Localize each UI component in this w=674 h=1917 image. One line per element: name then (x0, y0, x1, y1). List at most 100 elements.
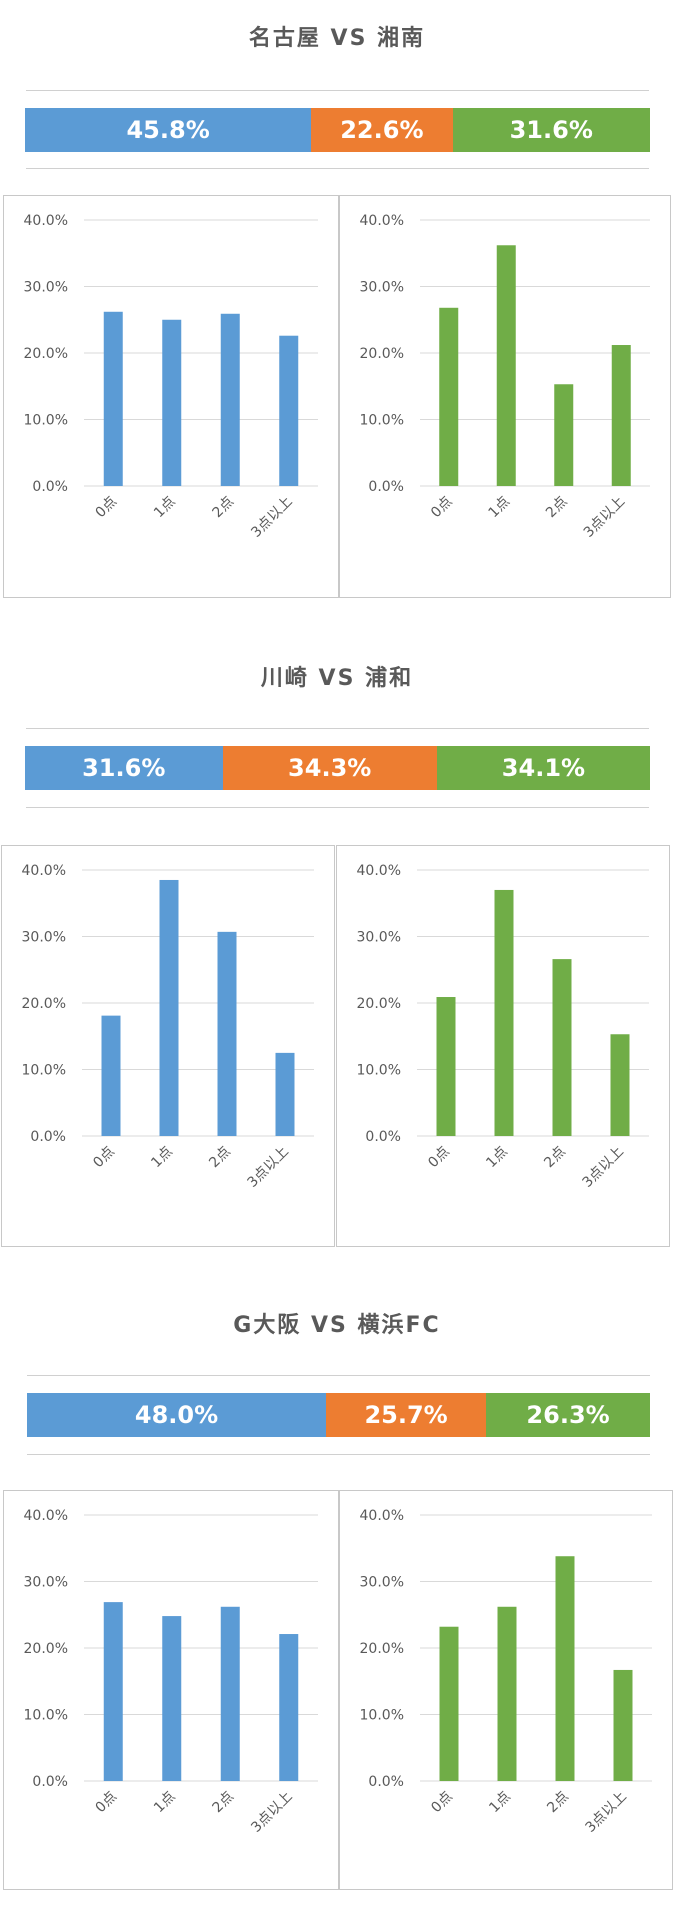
bar (220, 313, 240, 486)
result-probability-bar: 45.8% 22.6% 31.6% (25, 108, 650, 152)
y-tick-label: 30.0% (24, 1575, 68, 1591)
home-win-segment: 31.6% (25, 746, 223, 790)
match-title: 川崎 VS 浦和 (260, 666, 414, 691)
draw-segment: 22.6% (311, 108, 453, 152)
away-win-segment: 26.3% (486, 1393, 650, 1437)
y-tick-label: 20.0% (22, 996, 66, 1012)
bar-chart-svg: 0.0% 10.0% 20.0% 30.0% 40.0% 0点 1点 2点 3点以上 (360, 213, 650, 541)
bar-chart-svg: 0.0% 10.0% 20.0% 30.0% 40.0% 0点 1点 2点 3点以上 (22, 863, 314, 1191)
bar (554, 384, 574, 486)
bar (101, 1015, 121, 1136)
away-win-segment: 34.1% (436, 746, 650, 790)
x-category-label: 3点以上 (580, 1144, 627, 1191)
bar (103, 311, 123, 486)
bar (279, 1634, 299, 1781)
bar-chart-svg: 0.0% 10.0% 20.0% 30.0% 40.0% 0点 1点 2点 3点以上 (24, 213, 318, 541)
x-category-label: 1点 (486, 494, 514, 522)
x-category-label: 3点以上 (583, 1789, 630, 1836)
y-tick-label: 30.0% (360, 1575, 404, 1591)
away-goals-chart: 0.0% 10.0% 20.0% 30.0% 40.0% 0点 1点 2点 3点以上 (336, 845, 670, 1247)
match-section: 川崎 VS 浦和 31.6% 34.3% 34.1% 0.0% 10.0% 20.0… (0, 640, 674, 1270)
away-win-label: 31.6% (509, 116, 593, 144)
x-category-label: 0点 (93, 494, 121, 522)
bar-chart-svg: 0.0% 10.0% 20.0% 30.0% 40.0% 0点 1点 2点 3点以上 (24, 1508, 318, 1836)
home-win-segment: 48.0% (27, 1393, 327, 1437)
bar (613, 1669, 633, 1781)
divider (27, 1454, 650, 1455)
divider (26, 168, 649, 169)
match-title: 名古屋 VS 湘南 (248, 26, 426, 51)
y-tick-label: 0.0% (32, 479, 68, 495)
y-tick-label: 30.0% (357, 930, 401, 946)
bar (439, 307, 459, 486)
match-title: G大阪 VS 横浜FC (233, 1313, 441, 1338)
y-tick-label: 20.0% (360, 1641, 404, 1657)
y-tick-label: 30.0% (360, 280, 404, 296)
bar (279, 335, 299, 486)
x-category-label: 1点 (486, 1789, 514, 1817)
draw-segment: 25.7% (326, 1393, 487, 1437)
bar (610, 1034, 630, 1136)
result-probability-bar: 48.0% 25.7% 26.3% (27, 1393, 650, 1437)
draw-label: 22.6% (340, 116, 424, 144)
away-win-label: 34.1% (501, 754, 586, 782)
bar (496, 245, 516, 486)
away-win-segment: 31.6% (452, 108, 650, 152)
y-tick-label: 10.0% (360, 413, 404, 429)
y-tick-label: 40.0% (22, 863, 66, 879)
x-category-label: 2点 (544, 1789, 572, 1817)
y-tick-label: 40.0% (360, 213, 404, 229)
x-category-label: 1点 (151, 1789, 179, 1817)
divider (26, 728, 649, 729)
bar (555, 1556, 575, 1781)
bar (159, 879, 179, 1136)
y-tick-label: 20.0% (24, 1641, 68, 1657)
bar (103, 1602, 123, 1781)
x-category-label: 3点以上 (248, 494, 295, 541)
x-category-label: 0点 (425, 1144, 453, 1172)
x-category-label: 1点 (148, 1144, 176, 1172)
y-tick-label: 20.0% (357, 996, 401, 1012)
y-tick-label: 10.0% (24, 413, 68, 429)
y-tick-label: 0.0% (30, 1129, 66, 1145)
bar (439, 1626, 459, 1781)
x-category-label: 2点 (206, 1144, 234, 1172)
bar (497, 1606, 517, 1781)
y-tick-label: 30.0% (24, 280, 68, 296)
result-probability-bar: 31.6% 34.3% 34.1% (25, 746, 650, 790)
x-category-label: 0点 (428, 1789, 456, 1817)
divider (26, 90, 649, 91)
bar (436, 997, 456, 1136)
x-category-label: 2点 (210, 1789, 238, 1817)
home-win-label: 48.0% (134, 1401, 219, 1429)
bar (162, 1616, 182, 1781)
home-goals-chart: 0.0% 10.0% 20.0% 30.0% 40.0% 0点 1点 2点 3点以上 (3, 195, 339, 598)
x-category-label: 1点 (151, 494, 179, 522)
x-category-label: 1点 (483, 1144, 511, 1172)
y-tick-label: 40.0% (24, 213, 68, 229)
y-tick-label: 40.0% (357, 863, 401, 879)
home-win-label: 45.8% (126, 116, 210, 144)
bar (162, 319, 182, 486)
y-tick-label: 0.0% (365, 1129, 401, 1145)
draw-label: 34.3% (288, 754, 372, 782)
draw-segment: 34.3% (222, 746, 437, 790)
y-tick-label: 40.0% (24, 1508, 68, 1524)
x-category-label: 3点以上 (248, 1789, 295, 1836)
x-category-label: 3点以上 (581, 494, 628, 541)
home-goals-chart: 0.0% 10.0% 20.0% 30.0% 40.0% 0点 1点 2点 3点以上 (1, 845, 335, 1247)
x-category-label: 0点 (428, 494, 456, 522)
y-tick-label: 40.0% (360, 1508, 404, 1524)
away-goals-chart: 0.0% 10.0% 20.0% 30.0% 40.0% 0点 1点 2点 3点以上 (339, 195, 671, 598)
y-tick-label: 10.0% (24, 1708, 68, 1724)
home-goals-chart: 0.0% 10.0% 20.0% 30.0% 40.0% 0点 1点 2点 3点以上 (3, 1490, 339, 1890)
away-win-label: 26.3% (526, 1401, 610, 1429)
divider (26, 807, 649, 808)
away-goals-chart: 0.0% 10.0% 20.0% 30.0% 40.0% 0点 1点 2点 3点以上 (339, 1490, 673, 1890)
bar (494, 889, 514, 1136)
y-tick-label: 10.0% (22, 1063, 66, 1079)
y-tick-label: 20.0% (360, 346, 404, 362)
y-tick-label: 0.0% (368, 1774, 404, 1790)
bar (552, 959, 572, 1136)
y-tick-label: 20.0% (24, 346, 68, 362)
